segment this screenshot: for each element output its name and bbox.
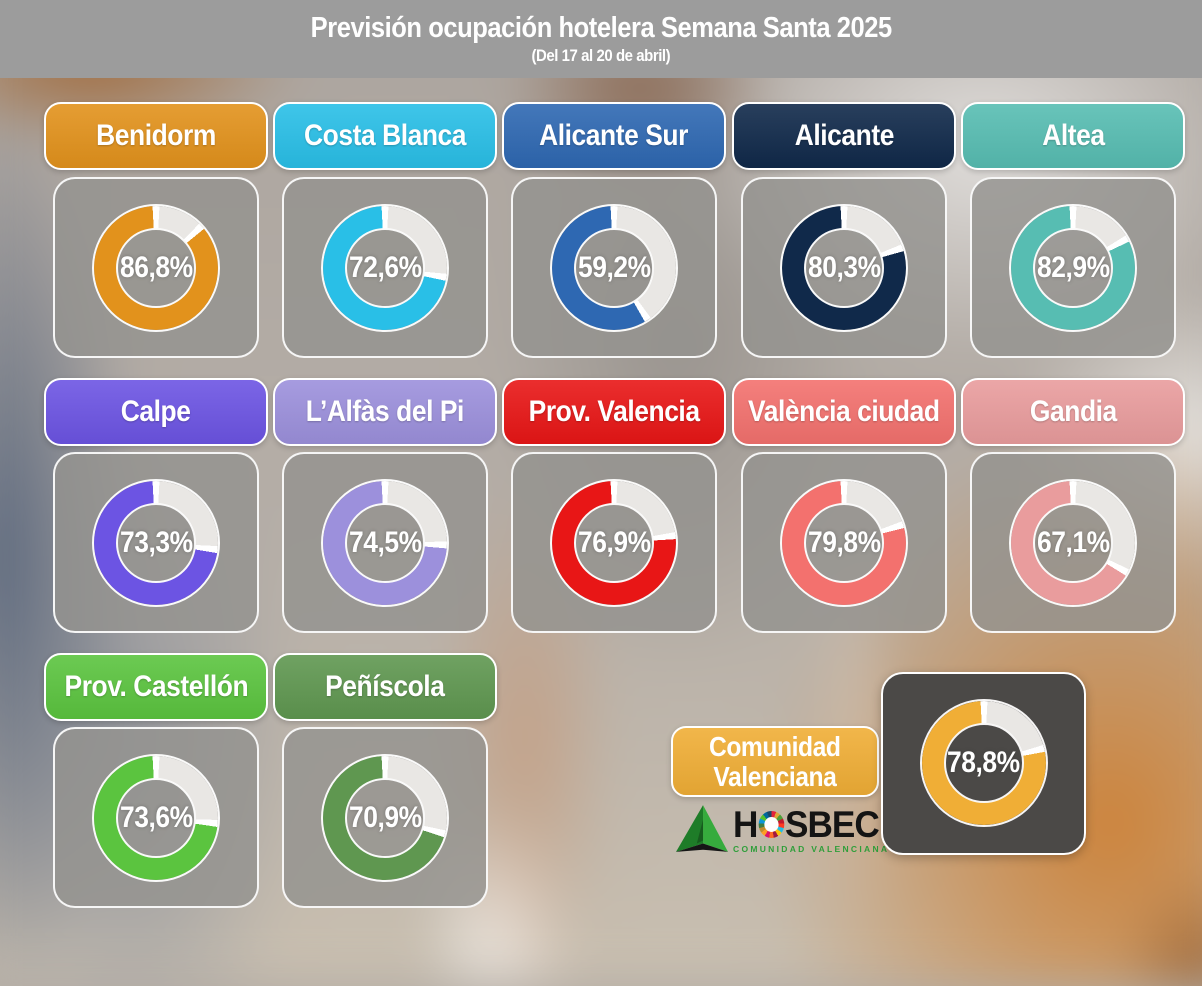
donut-hole [804, 228, 884, 308]
percentage-value: 70,9% [348, 801, 422, 834]
percentage-value: 78,8% [947, 746, 1020, 779]
region-card-peniscola: 70,9% [282, 727, 488, 908]
region-card-altea: 82,9% [970, 177, 1176, 358]
percentage-value: 79,8% [807, 526, 881, 559]
donut-hole [1033, 228, 1113, 308]
region-label-prov-valencia: Prov. Valencia [502, 378, 726, 446]
region-card-valencia-ciudad: 79,8% [741, 452, 947, 633]
donut-chart-alicante: 80,3% [780, 204, 908, 332]
donut-chart-prov-valencia: 76,9% [550, 479, 678, 607]
region-label-calpe: Calpe [44, 378, 268, 446]
percentage-value: 59,2% [577, 251, 651, 284]
percentage-value: 86,8% [119, 251, 193, 284]
region-card-prov-castellon: 73,6% [53, 727, 259, 908]
region-card-costa-blanca: 72,6% [282, 177, 488, 358]
percentage-value: 76,9% [577, 526, 651, 559]
donut-hole [116, 228, 196, 308]
donut-hole [943, 723, 1024, 803]
percentage-value: 73,3% [119, 526, 193, 559]
percentage-value: 67,1% [1036, 526, 1110, 559]
page-title: Previsión ocupación hotelera Semana Sant… [310, 12, 892, 45]
percentage-value: 74,5% [348, 526, 422, 559]
percentage-value: 82,9% [1036, 251, 1110, 284]
donut-chart-calpe: 73,3% [92, 479, 220, 607]
region-label-peniscola: Peñíscola [273, 653, 497, 721]
region-card-alicante: 80,3% [741, 177, 947, 358]
donut-hole [574, 228, 654, 308]
page-subtitle: (Del 17 al 20 de abril) [531, 45, 671, 65]
region-card-alfas-del-pi: 74,5% [282, 452, 488, 633]
donut-hole [345, 228, 425, 308]
donut-chart-comunidad-valenciana: 78,8% [919, 699, 1048, 827]
donut-hole [345, 778, 425, 858]
percentage-value: 80,3% [807, 251, 881, 284]
region-label-altea: Altea [961, 102, 1185, 170]
donut-hole [345, 503, 425, 583]
donut-hole [574, 503, 654, 583]
donut-hole [1033, 503, 1113, 583]
donut-chart-peniscola: 70,9% [321, 754, 449, 882]
region-label-benidorm: Benidorm [44, 102, 268, 170]
hosbec-triangle-icon [676, 805, 728, 852]
donut-hole [116, 778, 196, 858]
percentage-value: 72,6% [348, 251, 422, 284]
region-card-alicante-sur: 59,2% [511, 177, 717, 358]
region-label-alicante: Alicante [732, 102, 956, 170]
region-label-costa-blanca: Costa Blanca [273, 102, 497, 170]
donut-chart-altea: 82,9% [1009, 204, 1137, 332]
donut-chart-prov-castellon: 73,6% [92, 754, 220, 882]
donut-chart-gandia: 67,1% [1009, 479, 1137, 607]
donut-chart-benidorm: 86,8% [92, 204, 220, 332]
donut-chart-alfas-del-pi: 74,5% [321, 479, 449, 607]
donut-hole [116, 503, 196, 583]
region-label-valencia-ciudad: València ciudad [732, 378, 956, 446]
region-card-calpe: 73,3% [53, 452, 259, 633]
hosbec-logo: H SBEC COMUNIDAD VALENCIANA [676, 804, 889, 854]
region-label-alicante-sur: Alicante Sur [502, 102, 726, 170]
sdg-ring-icon [758, 811, 785, 839]
donut-hole [804, 503, 884, 583]
header-bar: Previsión ocupación hotelera Semana Sant… [0, 0, 1202, 78]
region-label-comunidad-valenciana: Comunidad Valenciana [671, 726, 879, 797]
region-card-benidorm: 86,8% [53, 177, 259, 358]
hosbec-wordmark: H SBEC [733, 803, 880, 845]
hosbec-tagline: COMUNIDAD VALENCIANA [733, 844, 890, 854]
donut-chart-costa-blanca: 72,6% [321, 204, 449, 332]
percentage-value: 73,6% [119, 801, 193, 834]
summary-card-comunidad-valenciana: 78,8% [881, 672, 1086, 855]
region-label-prov-castellon: Prov. Castellón [44, 653, 268, 721]
donut-chart-valencia-ciudad: 79,8% [780, 479, 908, 607]
region-label-gandia: Gandia [961, 378, 1185, 446]
region-label-alfas-del-pi: L’Alfàs del Pi [273, 378, 497, 446]
donut-chart-alicante-sur: 59,2% [550, 204, 678, 332]
region-card-prov-valencia: 76,9% [511, 452, 717, 633]
region-card-gandia: 67,1% [970, 452, 1176, 633]
